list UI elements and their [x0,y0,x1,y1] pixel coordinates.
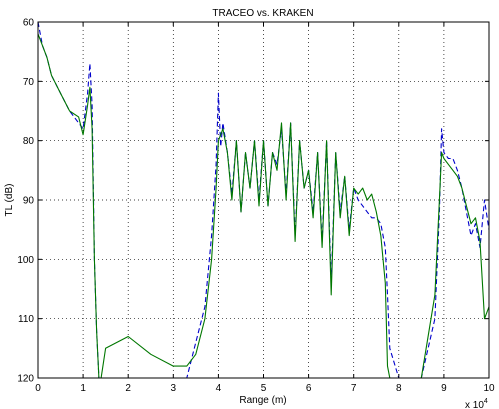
x-tick-label: 3 [171,383,177,394]
x-multiplier: x 104 [465,398,488,409]
y-tick-label: 70 [23,77,35,88]
y-tick-label: 110 [18,314,34,325]
x-tick-label: 5 [261,383,267,394]
x-tick-label: 9 [441,383,447,394]
x-tick-label: 4 [216,383,222,394]
y-tick-label: 120 [17,374,34,385]
grid [38,22,489,378]
x-tick-label: 1 [80,383,86,394]
y-axis-label: TL (dB) [4,184,15,217]
chart-title: TRACEO vs. KRAKEN [212,8,313,19]
ticks: 0 1 2 3 4 5 6 7 8 9 10 60 70 80 90 100 110 120 [17,18,495,395]
x-tick-label: 7 [351,383,357,394]
x-tick-label: 8 [396,383,402,394]
x-tick-label: 2 [125,383,131,394]
y-tick-label: 60 [23,18,35,29]
y-tick-label: 100 [17,255,34,266]
y-tick-label: 90 [23,196,35,207]
x-tick-label: 10 [483,383,495,394]
x-multiplier-exponent: 4 [484,398,488,405]
x-axis-label: Range (m) [239,395,286,406]
x-tick-label: 6 [306,383,312,394]
x-tick-label: 0 [35,383,41,394]
y-tick-label: 80 [23,136,35,147]
x-multiplier-base: x 10 [465,400,484,409]
